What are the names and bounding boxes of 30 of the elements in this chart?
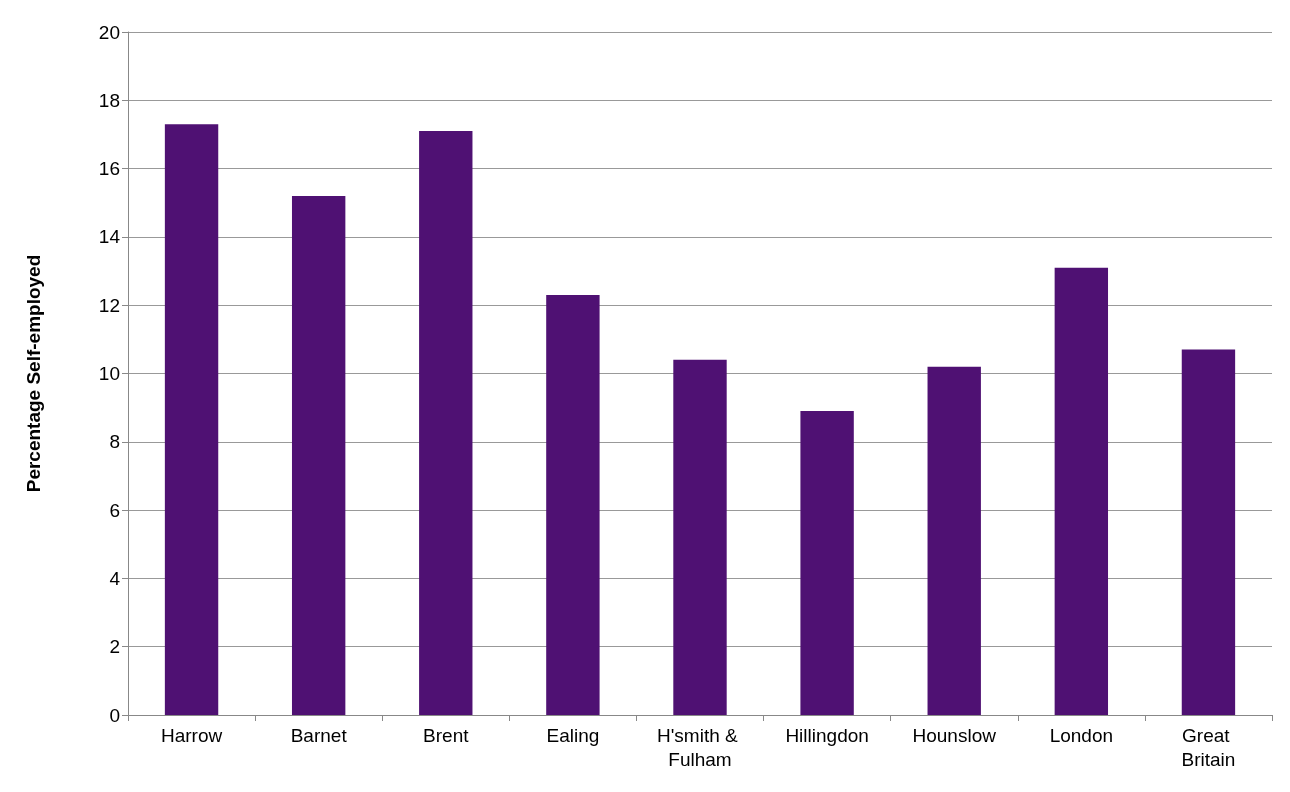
- x-tick-label: Hounslow: [912, 724, 997, 746]
- x-tick-label: Ealing: [546, 724, 600, 746]
- y-tick-label: 14: [98, 226, 121, 248]
- x-tick-label: Harrow: [160, 724, 223, 746]
- x-tick-label: Hillingdon: [785, 724, 869, 746]
- x-tick-label: Great Britain: [1181, 724, 1236, 770]
- y-tick-label: 8: [109, 431, 120, 453]
- x-tick-label: Brent: [423, 724, 470, 746]
- bar: [927, 366, 981, 715]
- bar: [419, 131, 473, 715]
- bar: [291, 195, 346, 715]
- y-tick-label: 4: [109, 567, 121, 589]
- y-tick-label: 12: [98, 294, 120, 316]
- y-tick-label: 2: [109, 636, 120, 658]
- y-tick-label: 16: [98, 158, 120, 180]
- y-tick-label: 0: [109, 704, 120, 726]
- y-tick-label: 20: [98, 21, 120, 43]
- bar: [673, 359, 727, 715]
- bar: [546, 294, 600, 715]
- bar: [164, 124, 219, 715]
- y-tick-label: 10: [98, 363, 120, 384]
- x-tick-label: London: [1049, 724, 1114, 746]
- bar: [1054, 267, 1109, 715]
- bar: [800, 411, 854, 715]
- x-tick-label: H'smith & Fulham: [657, 724, 743, 770]
- y-tick-label: 18: [98, 89, 120, 111]
- bar: [1181, 349, 1236, 715]
- x-tick-label: Barnet: [290, 724, 348, 746]
- y-tick-label: 6: [109, 499, 120, 521]
- y-axis-title: Percentage Self-employed: [23, 254, 44, 493]
